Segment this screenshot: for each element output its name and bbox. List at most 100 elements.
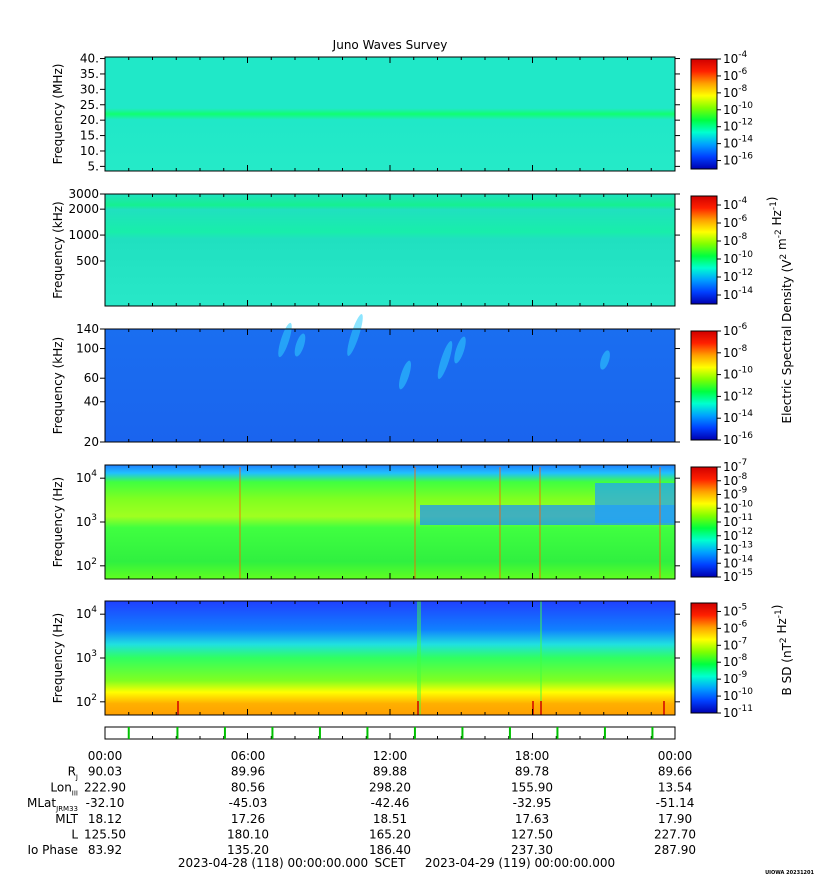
ephemeris-value: 18.51 — [373, 812, 407, 826]
watermark: UIOWA 20231201 — [765, 870, 814, 876]
ephemeris-label: MLatJRM33 — [27, 796, 78, 813]
y-axis-label: Frequency (kHz) — [51, 337, 65, 434]
emission-feature — [294, 333, 306, 357]
colorbar-tick-label: 10-8 — [723, 344, 748, 360]
colorbar-scale — [690, 330, 718, 441]
end-date-label: 2023-04-29 (119) 00:00:00.000 — [425, 856, 615, 870]
y-tick-label: 10. — [80, 144, 99, 158]
colorbar-tick-label: 10-7 — [723, 636, 747, 652]
colorbar-tick-label: 10-8 — [723, 84, 748, 100]
y-tick-label: 35. — [80, 67, 99, 81]
ephemeris-value: 13.54 — [658, 780, 692, 794]
emission-feature — [600, 350, 610, 370]
panel-3: 140 100 60 40 20 Frequency (kHz) — [51, 314, 680, 449]
y-tick-label: 20. — [80, 113, 99, 127]
y-axis-label: Frequency (Hz) — [51, 477, 65, 568]
panel-4: 104 103 102 Frequency (Hz) — [51, 464, 680, 580]
y-tick-label: 20 — [84, 435, 99, 449]
colorbar-scale — [690, 602, 718, 714]
colorbar-tick-label: 10-14 — [723, 409, 753, 425]
ephemeris-value: 89.66 — [658, 765, 692, 779]
y-tick-label: 40 — [84, 395, 99, 409]
panel-1: 40.35.30. 25.20. 15.10.5. Frequency (MHz) — [51, 52, 680, 173]
ephemeris-value: -42.46 — [371, 796, 410, 810]
ephemeris-value: 287.90 — [654, 843, 696, 857]
emission-feature — [278, 322, 292, 358]
colorbar-tick-label: 10-12 — [723, 387, 753, 403]
y-tick-label: 30. — [80, 82, 99, 96]
y-tick-label: 1000 — [68, 228, 99, 242]
colorbar-tick-label: 10-6 — [723, 67, 748, 83]
emission-feature — [347, 314, 363, 356]
ephemeris-label: Io Phase — [27, 843, 78, 857]
colorbar-tick-label: 10-8 — [723, 653, 748, 669]
y-tick-label: 500 — [76, 254, 99, 268]
y-tick-label: 104 — [76, 605, 97, 621]
colorbar-tick-label: 10-10 — [723, 250, 753, 266]
colorbar-tick-label: 10-9 — [723, 486, 748, 502]
ephemeris-value: 17.90 — [658, 812, 692, 826]
colorbar-tick-label: 10-6 — [723, 619, 748, 635]
ephemeris-value: 89.78 — [515, 765, 549, 779]
ephemeris-value: -51.14 — [656, 796, 695, 810]
ephemeris-value: 89.96 — [231, 765, 265, 779]
y-axis-label: Frequency (MHz) — [51, 64, 65, 165]
colorbar-tick-label: 10-4 — [723, 50, 748, 66]
colorbar-tick-label: 10-6 — [723, 322, 748, 338]
colorbar-scale — [690, 195, 718, 305]
emission-band — [595, 483, 675, 523]
ephemeris-value: 180.10 — [227, 828, 269, 842]
spectrogram-3 — [105, 329, 675, 442]
colorbar-scale — [690, 466, 718, 578]
spectrogram-5 — [105, 601, 675, 715]
ephemeris-value: 90.03 — [88, 765, 122, 779]
emission-feature — [437, 340, 453, 380]
y-tick-label: 15. — [80, 129, 99, 143]
colorbar-tick-label: 10-11 — [723, 704, 753, 720]
colorbar-tick-label: 10-10 — [723, 366, 753, 382]
ephemeris-value: 127.50 — [511, 828, 553, 842]
time-tick-label: 18:00 — [515, 749, 550, 763]
colorbar-tick-label: 10-15 — [723, 568, 753, 584]
ephemeris-value: 89.88 — [373, 765, 407, 779]
colorbar-tick-label: 10-13 — [723, 541, 753, 557]
colorbar-2: 10-4 10-6 10-8 10-10 10-12 10-14 — [690, 195, 753, 305]
figure-title: Juno Waves Survey — [332, 38, 448, 52]
colorbar-tick-label: 10-8 — [723, 232, 748, 248]
ephemeris-value: 17.26 — [231, 812, 265, 826]
time-tick-label: 00:00 — [88, 749, 123, 763]
colorbar-tick-label: 10-16 — [723, 152, 753, 168]
y-tick-label: 100 — [76, 342, 99, 356]
y-tick-label: 25. — [80, 98, 99, 112]
y-tick-label: 3000 — [68, 187, 99, 201]
colorbar-tick-label: 10-5 — [723, 602, 747, 618]
y-tick-label: 5. — [88, 159, 99, 173]
y-axis-label: Frequency (kHz) — [51, 201, 65, 298]
colorbar-tick-label: 10-16 — [723, 431, 753, 447]
colorbar-tick-label: 10-10 — [723, 101, 753, 117]
colorbar-tick-label: 10-14 — [723, 135, 753, 151]
start-date-label: 2023-04-28 (118) 00:00:00.000 — [178, 856, 368, 870]
y-tick-label: 60 — [84, 371, 99, 385]
ephemeris-value: 227.70 — [654, 828, 696, 842]
colorbar-scale — [690, 58, 718, 170]
ephemeris-label: RJ — [68, 765, 78, 782]
ephemeris-value: 125.50 — [84, 828, 126, 842]
colorbar-tick-label: 10-10 — [723, 687, 753, 703]
y-tick-label: 104 — [76, 469, 97, 485]
ephemeris-value: 186.40 — [369, 843, 411, 857]
colorbar-3: 10-6 10-8 10-10 10-12 10-14 10-16 — [690, 322, 753, 447]
emission-feature — [454, 336, 466, 364]
colorbar-tick-label: 10-9 — [723, 670, 748, 686]
panel-5: 104 103 102 Frequency (Hz) — [51, 600, 680, 716]
ephemeris-value: 135.20 — [227, 843, 269, 857]
time-tick-label: 00:00 — [658, 749, 693, 763]
colorbar-tick-label: 10-12 — [723, 527, 753, 543]
ephemeris-value: -45.03 — [229, 796, 268, 810]
y-axis-label: Frequency (Hz) — [51, 613, 65, 704]
colorbar-tick-label: 10-14 — [723, 286, 753, 302]
colorbar-4: 10-710-810-910-1010-1110-1210-1310-1410-… — [690, 458, 753, 584]
ephemeris-value: 165.20 — [369, 828, 411, 842]
